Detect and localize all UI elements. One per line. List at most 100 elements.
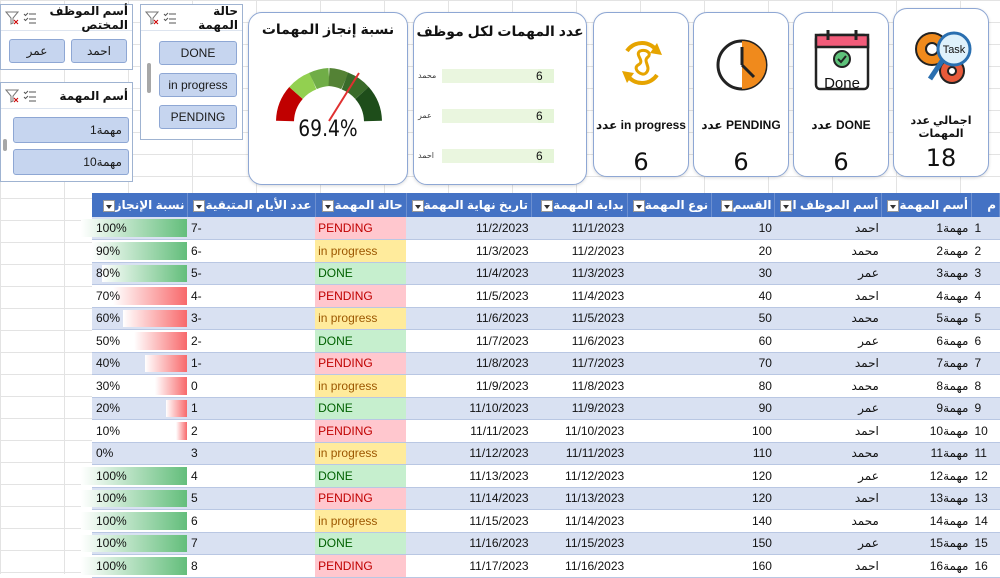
table-cell[interactable] bbox=[627, 487, 712, 510]
progress-cell[interactable]: 100% bbox=[80, 487, 188, 510]
progress-cell[interactable]: 50% bbox=[92, 329, 188, 353]
table-row[interactable]: 5 مهمة5 محمد 50 11/5/2023 11/6/2023 in progres… bbox=[92, 307, 1000, 330]
table-cell[interactable]: 12 bbox=[971, 464, 1000, 488]
status-cell[interactable]: in progress bbox=[315, 442, 407, 465]
table-cell[interactable]: 11/5/2023 bbox=[531, 307, 628, 330]
column-header[interactable]: أسم الموظف ا bbox=[774, 193, 883, 217]
table-cell[interactable]: 10 bbox=[711, 217, 775, 240]
status-cell[interactable]: in progress bbox=[315, 509, 407, 533]
table-cell[interactable]: -3 bbox=[187, 307, 316, 330]
slicer-scrollbar[interactable] bbox=[3, 139, 7, 151]
table-row[interactable]: 16 مهمة16 احمد 160 11/16/2023 11/17/2023 PENDI… bbox=[80, 554, 1000, 578]
table-cell[interactable]: احمد bbox=[774, 217, 882, 240]
multi-select-icon[interactable] bbox=[163, 11, 177, 25]
table-cell[interactable] bbox=[627, 464, 712, 488]
table-cell[interactable]: 11/17/2023 bbox=[406, 554, 532, 578]
table-cell[interactable]: عمر bbox=[774, 397, 882, 420]
table-cell[interactable] bbox=[627, 397, 712, 420]
clear-filter-icon[interactable] bbox=[144, 11, 160, 25]
table-cell[interactable]: 3 bbox=[187, 442, 316, 465]
table-cell[interactable]: 5 bbox=[971, 307, 1000, 330]
table-cell[interactable]: مهمة4 bbox=[881, 284, 972, 308]
table-cell[interactable]: 11/15/2023 bbox=[531, 532, 628, 555]
table-cell[interactable]: 14 bbox=[971, 509, 1000, 533]
table-cell[interactable] bbox=[627, 352, 712, 375]
column-header[interactable]: تاريخ نهاية المهمة bbox=[406, 193, 533, 217]
table-cell[interactable]: -6 bbox=[187, 239, 316, 263]
table-cell[interactable]: 9 bbox=[971, 397, 1000, 420]
table-cell[interactable]: 2 bbox=[971, 239, 1000, 263]
table-cell[interactable]: -2 bbox=[187, 329, 316, 353]
table-row[interactable]: 10 مهمة10 احمد 100 11/10/2023 11/11/2023 PENDI… bbox=[92, 419, 1000, 443]
filter-dropdown-icon[interactable] bbox=[632, 199, 645, 212]
filter-dropdown-icon[interactable] bbox=[780, 199, 793, 212]
table-cell[interactable]: 80 bbox=[711, 374, 775, 398]
table-cell[interactable]: 11/11/2023 bbox=[531, 442, 628, 465]
table-row[interactable]: 3 مهمة3 عمر 30 11/3/2023 11/4/2023 DONE -5 80% bbox=[92, 262, 1000, 285]
progress-cell[interactable]: 100% bbox=[80, 532, 188, 555]
table-cell[interactable]: 16 bbox=[971, 554, 1000, 578]
filter-dropdown-icon[interactable] bbox=[322, 199, 335, 212]
table-cell[interactable]: -1 bbox=[187, 352, 316, 375]
table-cell[interactable]: 150 bbox=[711, 532, 775, 555]
table-cell[interactable]: -7 bbox=[187, 217, 316, 240]
table-cell[interactable]: مهمة2 bbox=[881, 239, 972, 263]
status-cell[interactable]: in progress bbox=[315, 307, 407, 330]
slicer-item[interactable]: in progress bbox=[159, 73, 237, 97]
progress-cell[interactable]: 10% bbox=[92, 419, 188, 443]
table-cell[interactable]: مهمة5 bbox=[881, 307, 972, 330]
table-cell[interactable]: مهمة8 bbox=[881, 374, 972, 398]
progress-cell[interactable]: 0% bbox=[92, 442, 188, 465]
progress-cell[interactable]: 60% bbox=[92, 307, 188, 330]
status-cell[interactable]: PENDING bbox=[315, 554, 407, 578]
multi-select-icon[interactable] bbox=[23, 11, 37, 25]
column-header[interactable]: حالة المهمة bbox=[315, 193, 407, 217]
progress-cell[interactable]: 70% bbox=[92, 284, 188, 308]
filter-dropdown-icon[interactable] bbox=[541, 199, 554, 212]
table-cell[interactable]: 160 bbox=[711, 554, 775, 578]
column-header[interactable]: عدد الأيام المتبقية bbox=[187, 193, 316, 217]
table-row[interactable]: 1 مهمة1 احمد 10 11/1/2023 11/2/2023 PENDING -7 1… bbox=[80, 217, 1000, 240]
table-cell[interactable]: 13 bbox=[971, 487, 1000, 510]
table-cell[interactable]: 11/3/2023 bbox=[531, 262, 628, 285]
table-cell[interactable]: عمر bbox=[774, 464, 882, 488]
table-cell[interactable]: 11 bbox=[971, 442, 1000, 465]
table-cell[interactable]: 11/6/2023 bbox=[406, 307, 532, 330]
table-row[interactable]: 4 مهمة4 احمد 40 11/4/2023 11/5/2023 PENDING -4 7… bbox=[92, 284, 1000, 308]
clear-filter-icon[interactable] bbox=[4, 89, 20, 103]
table-row[interactable]: 15 مهمة15 عمر 150 11/15/2023 11/16/2023 DONE 7 1… bbox=[80, 532, 1000, 555]
table-cell[interactable]: مهمة10 bbox=[881, 419, 972, 443]
table-cell[interactable]: مهمة11 bbox=[881, 442, 972, 465]
table-cell[interactable]: 11/10/2023 bbox=[531, 419, 628, 443]
table-cell[interactable]: 100 bbox=[711, 419, 775, 443]
table-cell[interactable]: احمد bbox=[774, 554, 882, 578]
table-cell[interactable] bbox=[627, 262, 712, 285]
table-cell[interactable]: 11/7/2023 bbox=[531, 352, 628, 375]
table-cell[interactable]: 1 bbox=[971, 217, 1000, 240]
slicer-task[interactable]: أسم المهمة مهمة1 مهمة10 bbox=[0, 82, 133, 182]
table-cell[interactable]: 0 bbox=[187, 374, 316, 398]
table-cell[interactable]: 4 bbox=[971, 284, 1000, 308]
clear-filter-icon[interactable] bbox=[4, 11, 20, 25]
table-cell[interactable]: عمر bbox=[774, 262, 882, 285]
slicer-item[interactable]: مهمة10 bbox=[13, 149, 129, 175]
table-cell[interactable]: 3 bbox=[971, 262, 1000, 285]
table-cell[interactable]: 50 bbox=[711, 307, 775, 330]
table-cell[interactable]: 2 bbox=[187, 419, 316, 443]
column-header[interactable]: نوع المهمة bbox=[627, 193, 713, 217]
status-cell[interactable]: PENDING bbox=[315, 284, 407, 308]
progress-cell[interactable]: 100% bbox=[80, 464, 188, 488]
table-cell[interactable]: 40 bbox=[711, 284, 775, 308]
progress-cell[interactable]: 30% bbox=[92, 374, 188, 398]
progress-cell[interactable]: 100% bbox=[80, 554, 188, 578]
progress-cell[interactable]: 100% bbox=[80, 217, 188, 240]
slicer-item[interactable]: PENDING bbox=[159, 105, 237, 129]
table-cell[interactable]: 11/7/2023 bbox=[406, 329, 532, 353]
slicer-scrollbar[interactable] bbox=[147, 63, 151, 93]
table-cell[interactable]: محمد bbox=[774, 374, 882, 398]
table-cell[interactable]: 8 bbox=[187, 554, 316, 578]
table-cell[interactable]: 5 bbox=[187, 487, 316, 510]
table-row[interactable]: 9 مهمة9 عمر 90 11/9/2023 11/10/2023 DONE 1 20% bbox=[92, 397, 1000, 420]
table-cell[interactable]: احمد bbox=[774, 419, 882, 443]
table-cell[interactable]: 11/5/2023 bbox=[406, 284, 532, 308]
